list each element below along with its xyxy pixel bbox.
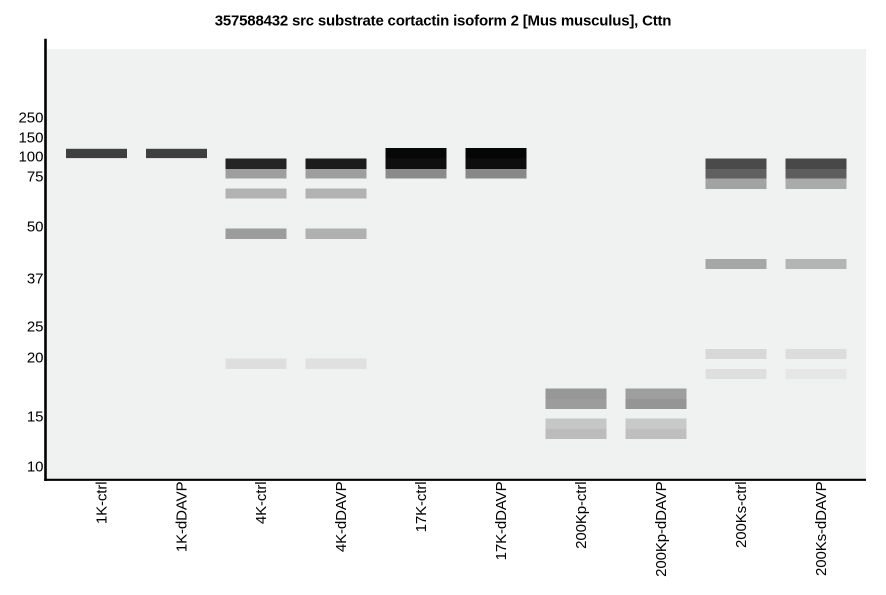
svg-text:200Kp-dDAVP: 200Kp-dDAVP xyxy=(653,481,670,576)
svg-text:150: 150 xyxy=(18,130,43,147)
svg-text:25: 25 xyxy=(27,319,44,336)
svg-text:1K-ctrl: 1K-ctrl xyxy=(94,482,111,525)
svg-text:15: 15 xyxy=(27,409,44,426)
svg-text:4K-dDAVP: 4K-dDAVP xyxy=(333,481,350,552)
svg-text:17K-dDAVP: 17K-dDAVP xyxy=(493,481,510,560)
svg-text:10: 10 xyxy=(27,459,44,476)
svg-text:50: 50 xyxy=(27,219,44,236)
svg-text:200Ks-dDAVP: 200Ks-dDAVP xyxy=(813,481,830,576)
svg-text:4K-ctrl: 4K-ctrl xyxy=(253,482,270,525)
svg-text:1K-dDAVP: 1K-dDAVP xyxy=(174,481,191,552)
svg-text:200Kp-ctrl: 200Kp-ctrl xyxy=(573,482,590,549)
svg-text:250: 250 xyxy=(18,110,43,127)
svg-text:75: 75 xyxy=(27,169,44,186)
svg-text:200Ks-ctrl: 200Ks-ctrl xyxy=(733,482,750,549)
svg-text:20: 20 xyxy=(27,350,44,367)
svg-text:100: 100 xyxy=(18,149,43,166)
svg-text:17K-ctrl: 17K-ctrl xyxy=(413,482,430,533)
svg-text:357588432 src substrate cortac: 357588432 src substrate cortactin isofor… xyxy=(215,12,672,29)
svg-text:37: 37 xyxy=(27,271,44,288)
